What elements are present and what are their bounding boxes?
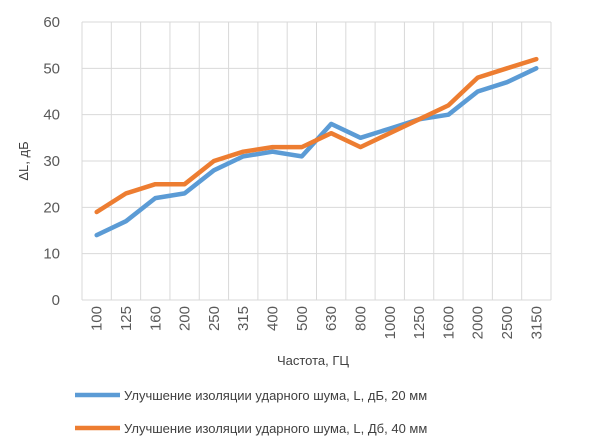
y-tick-label: 40 (43, 107, 60, 124)
legend-label-2: Улучшение изоляции ударного шума, L, Дб,… (124, 421, 427, 436)
chart-series (94, 56, 539, 238)
series-line-2 (94, 56, 539, 215)
x-tick-label: 500 (294, 306, 311, 331)
x-tick-label: 3150 (528, 306, 545, 339)
y-tick-label: 30 (43, 153, 60, 170)
x-tick-label: 160 (147, 306, 164, 331)
chart-legend: Улучшение изоляции ударного шума, L, дБ,… (75, 388, 427, 436)
x-tick-label: 800 (352, 306, 369, 331)
x-tick-label: 250 (206, 306, 223, 331)
x-tick-label: 400 (265, 306, 282, 331)
y-tick-label: 20 (43, 199, 60, 216)
x-axis-ticks: 100 125 160 200 250 315 400 500 630 800 1000 1250 16… (89, 306, 546, 339)
y-tick-label: 60 (43, 14, 60, 31)
x-tick-label: 125 (118, 306, 135, 331)
x-tick-label: 315 (235, 306, 252, 331)
y-tick-label: 10 (43, 246, 60, 263)
x-tick-label: 2500 (499, 306, 516, 339)
y-tick-label: 50 (43, 60, 60, 77)
y-axis-title: ΔL, дБ (16, 141, 31, 180)
legend-label-1: Улучшение изоляции ударного шума, L, дБ,… (124, 388, 427, 403)
y-tick-label: 0 (52, 292, 60, 309)
x-tick-label: 1600 (440, 306, 457, 339)
y-axis-ticks: 0 10 20 30 40 50 60 (43, 14, 60, 309)
x-axis-title: Частота, ГЦ (277, 353, 349, 368)
x-tick-label: 1250 (411, 306, 428, 339)
x-tick-label: 2000 (470, 306, 487, 339)
chart-grid (81, 21, 552, 301)
x-tick-label: 1000 (382, 306, 399, 339)
x-tick-label: 100 (89, 306, 106, 331)
x-tick-label: 630 (323, 306, 340, 331)
x-tick-label: 200 (177, 306, 194, 331)
